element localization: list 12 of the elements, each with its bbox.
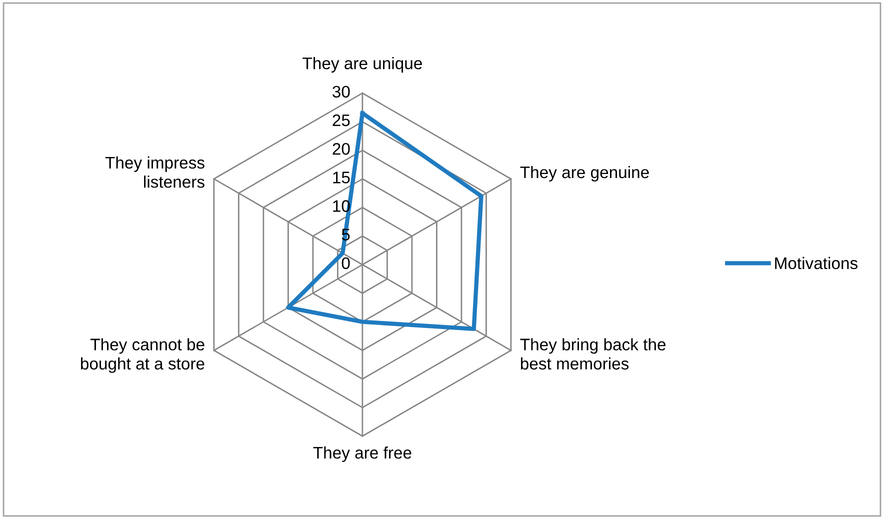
y-tick-label: 15	[333, 172, 350, 184]
spoke-label: They are free	[313, 446, 412, 462]
y-tick-label: 20	[332, 142, 350, 155]
y-tick-label: 0	[342, 257, 350, 270]
legend-label: Motivations	[775, 256, 858, 270]
spoke-label: They bring back the best memories	[520, 338, 666, 370]
spoke-label: They are genuine	[520, 166, 649, 182]
spoke-label: They are unique	[302, 57, 422, 73]
spoke-label: They cannot be bought at a store	[81, 338, 204, 373]
spoke-label: They impress listeners	[105, 156, 204, 188]
y-tick-label: 25	[332, 114, 350, 126]
y-tick-label: 30	[332, 86, 350, 98]
